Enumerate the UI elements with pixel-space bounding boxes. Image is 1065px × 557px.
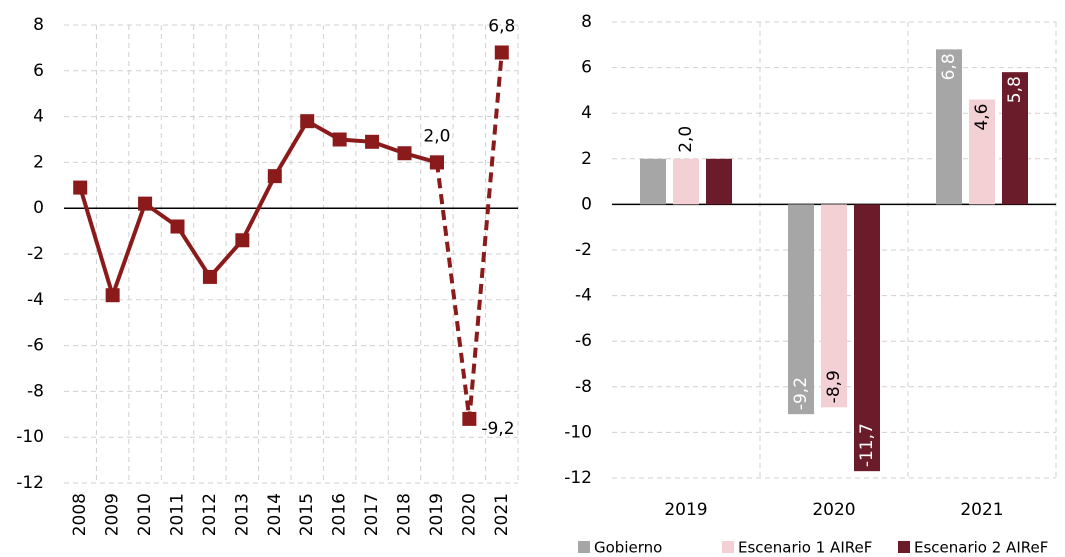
line [434, 52, 504, 420]
y-tick-label: -8 [575, 377, 592, 397]
y-tick-label: -12 [564, 468, 592, 488]
data-label: 5,8 [1005, 76, 1025, 103]
y-tick-label: -10 [16, 427, 44, 447]
x-tick-label: 2018 [395, 493, 415, 536]
bar [854, 204, 880, 472]
marker [397, 146, 412, 161]
y-tick-label: 4 [33, 107, 44, 127]
marker [429, 155, 444, 170]
x-tick-label: 2012 [200, 493, 220, 536]
data-label: 6,8 [939, 53, 959, 80]
marker [300, 114, 315, 129]
data-label: 4,6 [972, 104, 992, 131]
x-tick-label: 2015 [297, 493, 317, 536]
marker [138, 196, 153, 211]
y-tick-label: 2 [581, 149, 592, 169]
legend-label: Escenario 2 AIReF [914, 539, 1048, 557]
y-tick-label: -12 [16, 473, 44, 493]
x-tick-label: 2016 [330, 493, 350, 536]
marker [105, 288, 120, 303]
marker [170, 219, 185, 234]
x-tick-label: 2019 [664, 500, 707, 520]
x-tick-label: 2021 [492, 493, 512, 536]
bar [788, 204, 814, 415]
y-tick-label: -6 [27, 336, 44, 356]
legend-swatch [578, 541, 590, 553]
y-tick-label: -2 [27, 244, 44, 264]
data-label: 2,0 [676, 126, 696, 153]
y-tick-label: 4 [581, 103, 592, 123]
bar [936, 49, 962, 205]
y-tick-label: -6 [575, 331, 592, 351]
legend-label: Gobierno [594, 539, 662, 557]
bar [821, 204, 847, 408]
legend-swatch [898, 541, 910, 553]
bar [706, 158, 732, 205]
y-tick-label: 8 [581, 12, 592, 32]
x-tick-label: 2019 [427, 493, 447, 536]
y-tick-label: 0 [581, 194, 592, 214]
x-tick-label: 2020 [459, 493, 479, 536]
marker [494, 45, 509, 60]
x-tick-label: 2017 [362, 493, 382, 536]
y-tick-label: 8 [33, 15, 44, 35]
y-tick-label: -4 [27, 290, 44, 310]
y-tick-label: 2 [33, 152, 44, 172]
bar [1002, 72, 1028, 205]
y-tick-label: -2 [575, 240, 592, 260]
y-tick-label: 6 [581, 58, 592, 78]
marker [365, 134, 380, 149]
legend-swatch [722, 541, 734, 553]
x-tick-label: 2013 [232, 493, 252, 536]
marker [73, 180, 88, 195]
bar [969, 99, 995, 205]
marker [235, 233, 250, 248]
data-label: -9,2 [481, 419, 514, 439]
data-label: -8,9 [824, 370, 844, 403]
y-tick-label: 0 [33, 198, 44, 218]
y-tick-label: -8 [27, 381, 44, 401]
marker [462, 411, 477, 426]
x-tick-label: 2021 [960, 500, 1003, 520]
x-tick-label: 2011 [168, 493, 188, 536]
x-tick-label: 2014 [265, 493, 285, 536]
data-label: -9,2 [791, 377, 811, 410]
data-label: -11,7 [857, 423, 877, 467]
data-label: 6,8 [488, 16, 515, 36]
marker [332, 132, 347, 147]
y-tick-label: 6 [33, 61, 44, 81]
marker [267, 169, 282, 184]
y-tick-label: -4 [575, 286, 592, 306]
bar [640, 158, 666, 205]
y-tick-label: -10 [564, 422, 592, 442]
data-label: 2,0 [423, 126, 450, 146]
x-tick-label: 2020 [812, 500, 855, 520]
legend-label: Escenario 1 AIReF [738, 539, 872, 557]
x-tick-label: 2009 [103, 493, 123, 536]
x-tick-label: 2010 [135, 493, 155, 536]
bar [673, 158, 699, 205]
x-tick-label: 2008 [70, 493, 90, 536]
marker [202, 269, 217, 284]
